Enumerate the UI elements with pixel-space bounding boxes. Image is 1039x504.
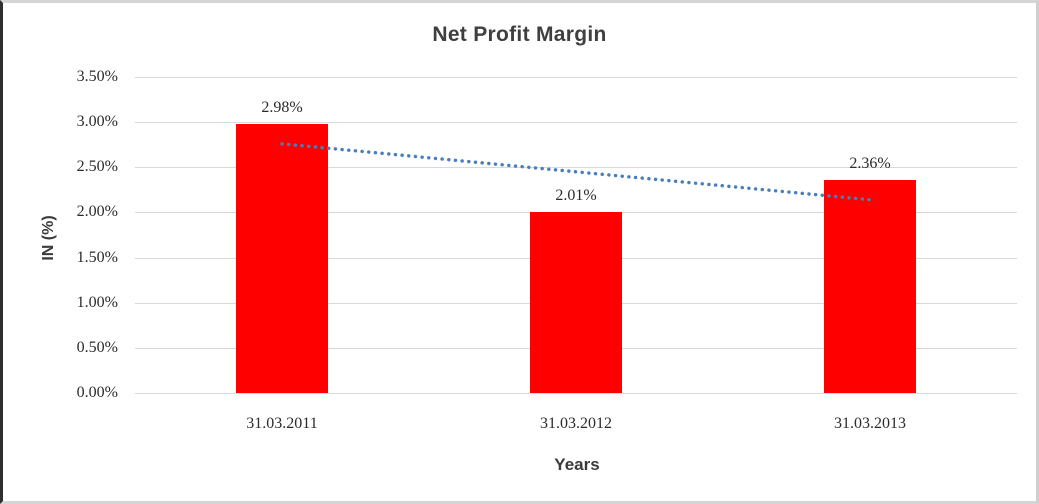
y-tick-label: 0.50%	[76, 338, 118, 356]
bar-value-label: 2.01%	[555, 186, 597, 204]
chart-title: Net Profit Margin	[432, 23, 607, 46]
x-tick-label: 31.03.2011	[246, 415, 318, 432]
bar-31.03.2013	[824, 179, 916, 393]
gridline	[135, 167, 1017, 169]
x-tick-label: 31.03.2012	[540, 415, 612, 432]
gridline	[135, 393, 1017, 394]
gridline	[135, 122, 1017, 124]
y-tick-label: 2.50%	[76, 158, 118, 176]
y-tick-label: 2.00%	[76, 203, 118, 221]
trendline	[280, 142, 872, 202]
y-tick-label: 1.00%	[76, 293, 118, 311]
y-tick-label: 1.50%	[76, 248, 118, 266]
y-tick-label: 3.00%	[76, 113, 118, 131]
bar-value-label: 2.98%	[261, 98, 303, 116]
gridline	[135, 77, 1017, 78]
y-tick-label: 0.00%	[76, 384, 118, 401]
bar-31.03.2011	[236, 123, 328, 393]
bar-value-label: 2.36%	[849, 154, 891, 172]
trendline-dotted-line	[280, 142, 872, 202]
bar-31.03.2012	[530, 211, 622, 393]
x-tick-label: 31.03.2013	[834, 415, 906, 432]
y-tick-label: 3.50%	[76, 68, 118, 85]
plot-area: 2.98% 2.01% 2.36%	[135, 77, 1017, 394]
x-axis-title: Years	[554, 455, 600, 474]
